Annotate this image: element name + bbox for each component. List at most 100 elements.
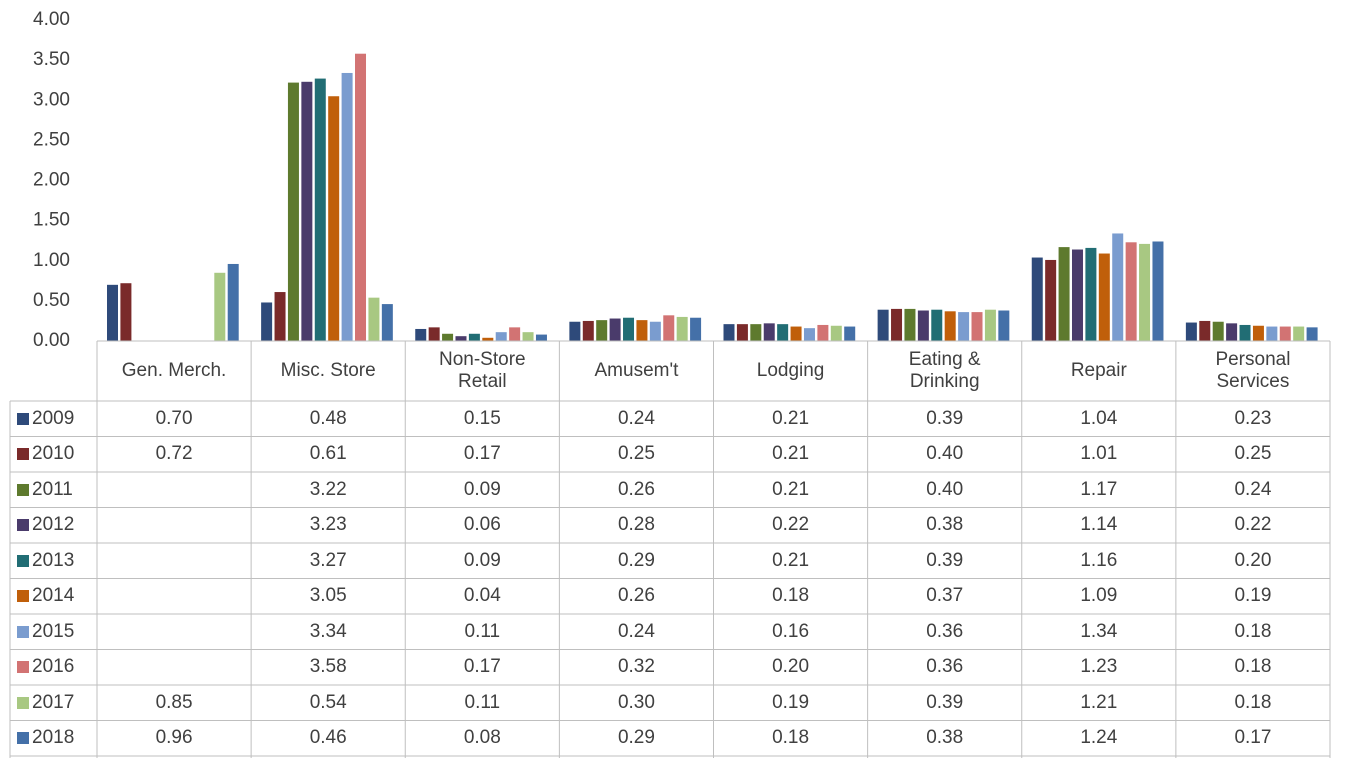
bar — [763, 323, 775, 341]
table-value — [97, 472, 251, 508]
table-value: 3.23 — [309, 514, 347, 536]
bar — [944, 311, 956, 341]
bar — [1293, 326, 1305, 341]
bar — [817, 324, 829, 341]
legend-swatch — [17, 732, 29, 745]
table-value: 0.21 — [772, 443, 810, 465]
table-value: 1.04 — [1080, 407, 1118, 429]
legend-swatch — [17, 554, 29, 567]
y-tick-label: 2.00 — [33, 170, 70, 191]
y-tick-label: 0.50 — [33, 290, 70, 311]
legend-swatch — [17, 412, 29, 425]
bar — [750, 324, 762, 341]
bar — [609, 318, 621, 341]
table-value: 3.34 — [309, 620, 347, 642]
y-tick-label: 4.00 — [33, 9, 70, 30]
table-value: 0.18 — [1234, 656, 1272, 678]
y-tick-label: 3.00 — [33, 89, 70, 110]
y-tick-label: 2.50 — [33, 129, 70, 150]
bar — [107, 284, 118, 341]
bar — [415, 328, 427, 341]
bar — [904, 308, 916, 341]
bar — [723, 324, 735, 341]
table-value: 0.17 — [463, 443, 501, 465]
bar — [468, 333, 480, 341]
bar — [495, 332, 507, 341]
bar — [569, 321, 581, 341]
y-tick-label: 0.00 — [33, 330, 70, 351]
bar — [958, 312, 970, 341]
bar — [1279, 326, 1291, 341]
bar — [931, 309, 943, 341]
bar — [623, 317, 635, 341]
x-tick-label: Gen. Merch. — [121, 360, 227, 381]
table-value: 0.39 — [926, 407, 964, 429]
table-value: 0.25 — [617, 443, 655, 465]
table-value — [97, 543, 251, 579]
legend-label: 2009 — [32, 407, 75, 429]
bar — [1031, 257, 1043, 341]
table-value: 0.38 — [926, 514, 964, 536]
bar — [582, 320, 594, 341]
table-value: 0.36 — [926, 656, 964, 678]
bar — [355, 53, 367, 342]
bar — [676, 316, 688, 341]
bar — [261, 302, 273, 341]
bar — [301, 81, 313, 341]
table-value: 0.20 — [1234, 549, 1272, 571]
y-tick-label: 3.50 — [33, 49, 70, 70]
bar — [1239, 324, 1251, 341]
bar — [1085, 247, 1097, 341]
table-value: 1.34 — [1080, 620, 1118, 642]
bar — [636, 320, 648, 341]
table-value: 1.23 — [1080, 656, 1118, 678]
table-value: 3.58 — [309, 656, 347, 678]
legend-label: 2018 — [32, 727, 75, 749]
table-value: 0.39 — [926, 549, 964, 571]
bar — [998, 310, 1010, 341]
table-value: 0.40 — [926, 478, 964, 500]
table-value: 0.04 — [463, 585, 501, 607]
bar — [891, 308, 903, 341]
table-value — [97, 650, 251, 686]
table-value: 0.72 — [155, 443, 193, 465]
x-tick-label: Eating & Drinking — [908, 349, 981, 392]
legend-swatch — [17, 519, 29, 532]
table-value: 0.54 — [309, 691, 347, 713]
bar — [1139, 243, 1151, 341]
bar — [120, 283, 132, 341]
table-value: 0.24 — [1234, 478, 1272, 500]
bar — [1185, 322, 1197, 341]
table-value: 0.17 — [463, 656, 501, 678]
table-value: 0.11 — [464, 691, 501, 713]
table-value: 0.18 — [1234, 620, 1272, 642]
bar — [535, 334, 547, 341]
table-value: 0.17 — [1234, 727, 1272, 749]
table-value: 0.26 — [617, 478, 655, 500]
table-value: 1.14 — [1080, 514, 1118, 536]
bar — [1306, 327, 1318, 341]
bar — [803, 328, 815, 341]
bar — [1252, 325, 1264, 341]
bar — [1226, 323, 1238, 341]
bar — [777, 324, 789, 341]
table-value: 0.26 — [617, 585, 655, 607]
bar — [428, 327, 440, 341]
table-value: 0.38 — [926, 727, 964, 749]
bar — [1112, 233, 1124, 341]
table-value: 0.29 — [617, 727, 655, 749]
table-value: 0.36 — [926, 620, 964, 642]
bar — [328, 96, 340, 341]
table-value: 3.27 — [309, 549, 347, 571]
bar — [877, 309, 889, 341]
table-value: 0.29 — [617, 549, 655, 571]
table-value: 0.39 — [926, 691, 964, 713]
table-value: 1.24 — [1080, 727, 1118, 749]
bar — [1199, 320, 1211, 341]
table-value: 0.20 — [772, 656, 810, 678]
table-value: 0.09 — [463, 478, 501, 500]
table-value: 1.01 — [1080, 443, 1118, 465]
table-value: 0.70 — [155, 407, 193, 429]
table-value: 0.28 — [617, 514, 655, 536]
legend-label: 2017 — [32, 691, 75, 713]
